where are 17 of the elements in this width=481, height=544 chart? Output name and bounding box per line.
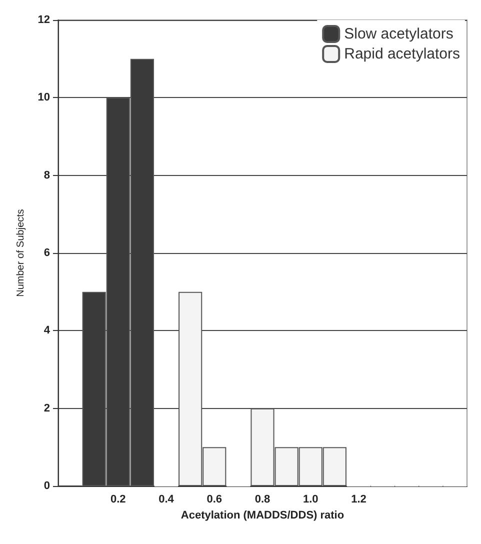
y-tick-label: 2 bbox=[44, 402, 50, 414]
y-tick-label: 8 bbox=[44, 169, 50, 182]
y-tick-label: 0 bbox=[44, 480, 50, 492]
legend-label: Slow acetylators bbox=[344, 26, 454, 42]
y-tick-label: 4 bbox=[44, 324, 51, 337]
x-tick-label: 0.8 bbox=[254, 494, 270, 506]
y-tick-label: 6 bbox=[44, 247, 50, 259]
x-tick-label: 0.2 bbox=[110, 494, 126, 506]
legend-label: Rapid acetylators bbox=[344, 46, 460, 62]
y-tick-label: 12 bbox=[38, 14, 50, 26]
x-axis-title: Acetylation (MADDS/DDS) ratio bbox=[180, 509, 344, 522]
x-tick-label: 1.0 bbox=[302, 494, 318, 506]
y-tick-label: 10 bbox=[38, 92, 50, 104]
x-tick-label: 1.2 bbox=[351, 494, 366, 506]
x-tick-label: 0.4 bbox=[158, 494, 175, 506]
y-axis-title: Number of Subjects bbox=[16, 209, 26, 297]
x-tick-label: 0.6 bbox=[206, 494, 222, 506]
